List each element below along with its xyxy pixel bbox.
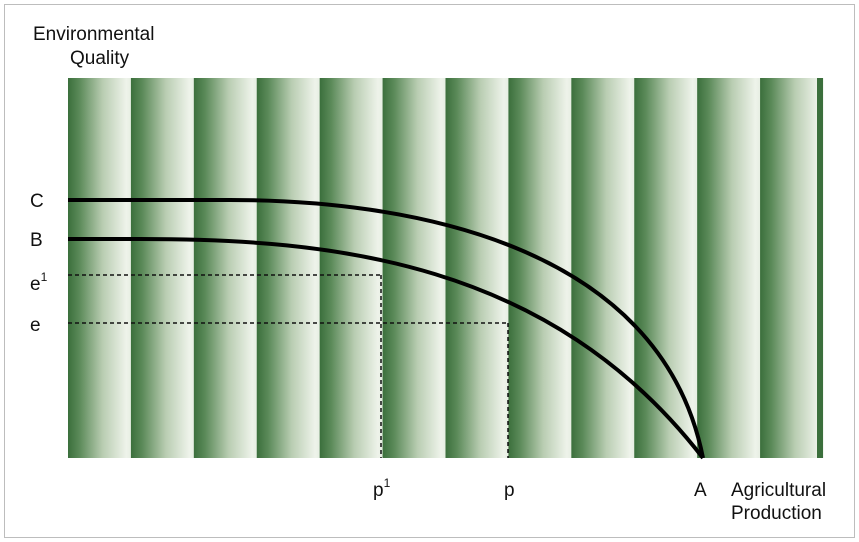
label-p: p: [504, 480, 515, 501]
background-stripe: [508, 78, 572, 458]
label-e: e: [30, 315, 41, 336]
background-stripe: [256, 78, 321, 458]
background-stripe: [319, 78, 384, 458]
background-edge: [817, 78, 823, 458]
background-stripe: [445, 78, 509, 458]
background-stripe: [130, 78, 195, 458]
y-axis-label-line1: Environmental: [33, 24, 154, 45]
label-b: B: [30, 230, 43, 251]
background-stripe: [571, 78, 635, 458]
label-e1: e1: [30, 270, 48, 295]
background-stripe: [193, 78, 258, 458]
x-axis-label-line2: Production: [731, 503, 822, 524]
label-c: C: [30, 191, 44, 212]
background-stripe: [68, 78, 132, 458]
y-axis-label-line2: Quality: [70, 48, 130, 69]
curve-c: [68, 198, 705, 459]
striped-plot-background: [68, 78, 824, 458]
background-stripe: [697, 78, 761, 458]
label-a: A: [694, 480, 707, 501]
background-stripe: [760, 78, 824, 458]
label-p1: p1: [373, 476, 391, 501]
background-stripe: [634, 78, 698, 458]
curve-b: [68, 237, 705, 460]
x-axis-label-line1: Agricultural: [731, 480, 826, 501]
figure-frame: [4, 4, 855, 538]
